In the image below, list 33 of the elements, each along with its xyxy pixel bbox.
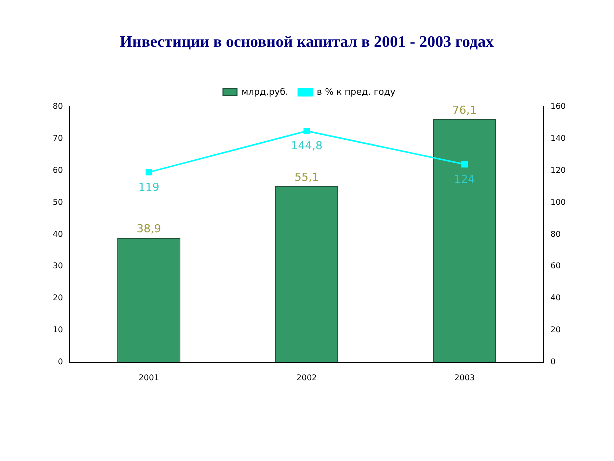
y-tick-label: 70 bbox=[52, 134, 64, 144]
y2-tick-label: 100 bbox=[550, 198, 566, 207]
y2-tick-label: 120 bbox=[550, 166, 566, 175]
y-tick-label: 50 bbox=[52, 198, 64, 207]
data-label: 124 bbox=[454, 172, 476, 186]
point bbox=[146, 169, 152, 176]
y-tick-label: 60 bbox=[52, 166, 64, 175]
y-tick-label: 40 bbox=[52, 230, 64, 239]
y2-tick-label: 60 bbox=[550, 262, 561, 271]
y2-tick-label: 160 bbox=[550, 102, 566, 112]
y2-tick-label: 140 bbox=[550, 134, 566, 144]
data-label: 38,9 bbox=[136, 222, 162, 236]
x-tick-label: 2001 bbox=[138, 373, 160, 382]
y-tick-label: 30 bbox=[52, 262, 64, 271]
y2-tick-label: 20 bbox=[550, 326, 561, 335]
y-tick-label: 0 bbox=[58, 357, 64, 366]
y-tick-label: 10 bbox=[52, 326, 64, 335]
data-label: 55,1 bbox=[294, 170, 320, 184]
data-label: 76,1 bbox=[452, 104, 478, 117]
y2-tick-label: 40 bbox=[550, 294, 561, 303]
data-label: 144,8 bbox=[291, 140, 323, 153]
y-tick-label: 20 bbox=[52, 294, 64, 303]
y2-tick-label: 0 bbox=[550, 357, 556, 366]
data-label: 119 bbox=[138, 180, 160, 194]
legend-label: в % к пред. году bbox=[317, 88, 396, 98]
chart-title: Инвестиции в основной капитал в 2001 - 2003 годах bbox=[119, 34, 495, 52]
x-tick-label: 2003 bbox=[454, 373, 475, 382]
point bbox=[462, 161, 468, 168]
y-tick-label: 80 bbox=[52, 102, 64, 112]
legend-label: млрд.руб. bbox=[242, 88, 289, 98]
y2-tick-label: 80 bbox=[550, 230, 561, 239]
x-tick-label: 2002 bbox=[296, 373, 318, 382]
point bbox=[304, 128, 310, 134]
